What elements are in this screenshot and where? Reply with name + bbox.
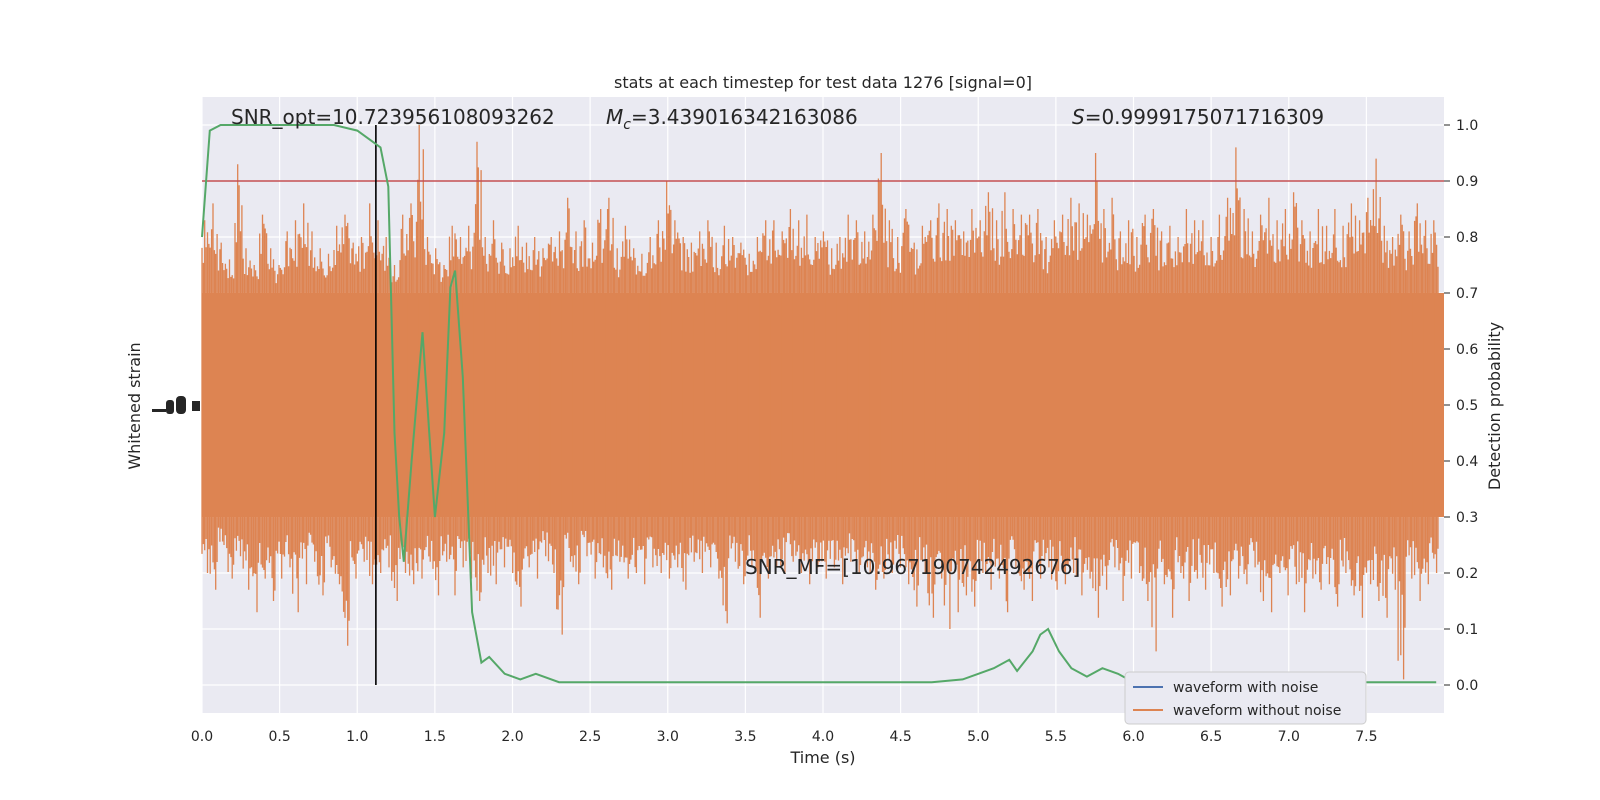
y-tick-label-6: 0.6	[1456, 342, 1478, 358]
y-tick-label-10: 1.0	[1456, 118, 1478, 134]
x-tick-label-0: 0.0	[191, 729, 213, 745]
left-tick-blob-4	[192, 401, 200, 411]
y-tick-label-8: 0.8	[1456, 230, 1478, 246]
legend: waveform with noise waveform without noi…	[1124, 671, 1367, 725]
x-tick-label-13: 6.5	[1200, 729, 1222, 745]
y-axis-label-right: Detection probability	[1485, 322, 1504, 490]
s-value: =0.9999175071716309	[1085, 105, 1324, 129]
x-tick-label-10: 5.0	[967, 729, 989, 745]
left-tick-blob-1	[152, 409, 166, 412]
x-tick-label-12: 6.0	[1122, 729, 1144, 745]
waveform-without-noise	[201, 125, 1444, 680]
x-axis-label: Time (s)	[789, 748, 855, 767]
x-tick-label-9: 4.5	[889, 729, 911, 745]
x-tick-label-14: 7.0	[1278, 729, 1300, 745]
legend-label-without-noise: waveform without noise	[1173, 703, 1341, 719]
x-tick-label-2: 1.0	[346, 729, 368, 745]
left-axis-ticks-overlap	[152, 396, 200, 414]
left-tick-blob-3	[176, 396, 186, 414]
mc-value: =3.439016342163086	[631, 105, 858, 129]
x-tick-label-15: 7.5	[1355, 729, 1377, 745]
y-tick-label-4: 0.4	[1456, 454, 1478, 470]
y-tick-label-3: 0.3	[1456, 510, 1478, 526]
x-tick-label-5: 2.5	[579, 729, 601, 745]
y-tick-label-9: 0.9	[1456, 174, 1478, 190]
mc-symbol: M	[606, 105, 623, 129]
snr-opt-annotation: SNR_opt=10.723956108093262	[231, 105, 555, 129]
x-tick-label-4: 2.0	[501, 729, 523, 745]
left-tick-blob-2	[166, 400, 174, 414]
snr-mf-annotation: SNR_MF=[10.967190742492676]	[745, 555, 1080, 579]
x-ticks: 0.0 0.5 1.0 1.5 2.0 2.5 3.0 3.5 4.0 4.5 5.0 5.5 6.0 6…	[191, 729, 1378, 745]
s-annotation: S=0.9999175071716309	[1072, 105, 1324, 129]
legend-box	[1124, 671, 1367, 725]
chart-title: stats at each timestep for test data 127…	[614, 73, 1032, 92]
x-tick-label-3: 1.5	[424, 729, 446, 745]
mc-subscript: c	[623, 117, 631, 133]
chirp-mass-annotation: Mc=3.439016342163086	[606, 105, 858, 133]
x-tick-label-7: 3.5	[734, 729, 756, 745]
x-tick-label-11: 5.5	[1045, 729, 1067, 745]
y-ticks-right: 0.0 0.1 0.2 0.3 0.4 0.5 0.6 0.7 0.8 0.9 1.0	[1444, 118, 1478, 694]
x-tick-label-8: 4.0	[812, 729, 834, 745]
y-tick-label-0: 0.0	[1456, 678, 1478, 694]
x-tick-label-6: 3.0	[657, 729, 679, 745]
y-tick-label-2: 0.2	[1456, 566, 1478, 582]
waveform-spikes	[201, 125, 1439, 680]
legend-label-with-noise: waveform with noise	[1173, 680, 1318, 696]
y-axis-label-left: Whitened strain	[125, 342, 144, 469]
s-symbol: S	[1072, 105, 1085, 129]
y-tick-label-7: 0.7	[1456, 286, 1478, 302]
y-tick-label-5: 0.5	[1456, 398, 1478, 414]
y-tick-label-1: 0.1	[1456, 622, 1478, 638]
x-tick-label-1: 0.5	[268, 729, 290, 745]
